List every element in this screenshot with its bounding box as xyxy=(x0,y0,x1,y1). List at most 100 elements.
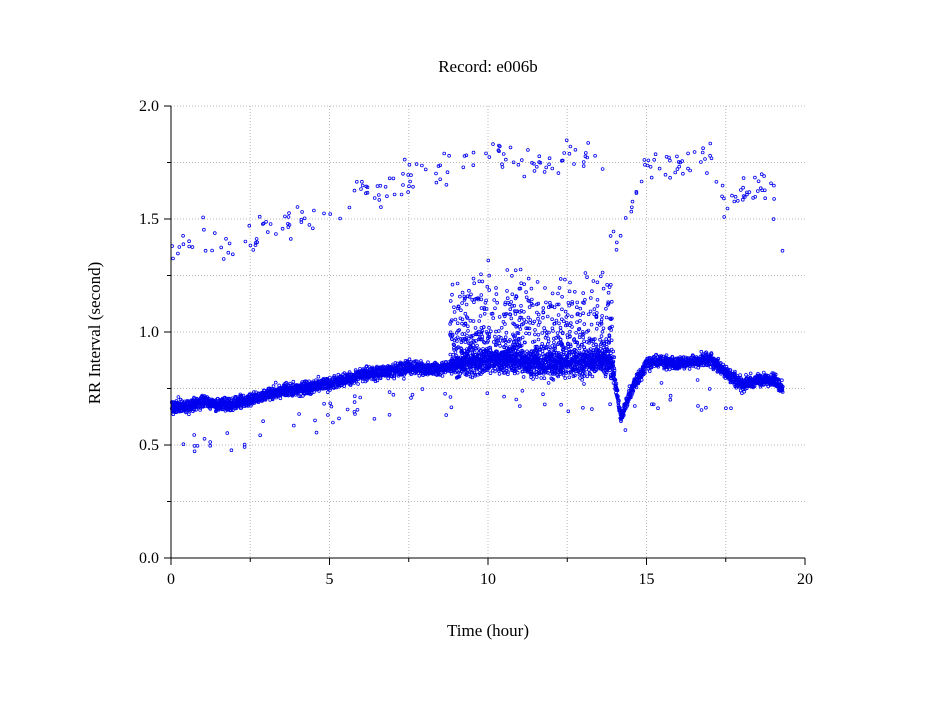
data-point xyxy=(605,316,608,319)
data-point xyxy=(492,317,495,320)
data-point xyxy=(518,319,521,322)
data-point xyxy=(498,373,501,376)
data-point xyxy=(478,320,481,323)
data-point xyxy=(610,352,613,355)
data-point xyxy=(601,271,604,274)
data-point xyxy=(571,315,574,318)
data-point xyxy=(561,295,564,298)
data-point xyxy=(536,281,539,284)
data-point xyxy=(495,293,498,296)
data-point xyxy=(523,319,526,322)
data-point xyxy=(188,413,191,416)
data-point xyxy=(493,299,496,302)
data-point xyxy=(542,316,545,319)
data-point xyxy=(559,278,562,281)
data-point xyxy=(564,278,567,281)
data-point xyxy=(590,323,593,326)
data-point xyxy=(579,314,582,317)
data-point xyxy=(582,292,585,295)
data-point xyxy=(569,281,572,284)
data-point xyxy=(583,323,586,326)
data-point xyxy=(610,300,613,303)
data-point xyxy=(547,382,550,385)
data-point xyxy=(535,376,538,379)
data-point xyxy=(514,269,517,272)
data-point xyxy=(545,301,548,304)
data-point xyxy=(536,311,539,314)
data-point xyxy=(532,378,535,381)
data-point xyxy=(472,277,475,280)
data-point xyxy=(474,327,477,330)
data-point xyxy=(326,391,329,394)
data-point xyxy=(489,372,492,375)
data-point xyxy=(587,313,590,316)
data-point xyxy=(596,305,599,308)
data-point xyxy=(589,297,592,300)
data-point xyxy=(592,280,595,283)
data-point xyxy=(557,292,560,295)
data-point xyxy=(562,374,565,377)
data-point xyxy=(460,309,463,312)
data-point xyxy=(177,396,180,399)
data-point xyxy=(540,377,543,380)
data-point xyxy=(543,377,546,380)
data-point xyxy=(480,294,483,297)
data-point xyxy=(522,376,525,379)
data-point xyxy=(579,307,582,310)
data-point xyxy=(292,380,295,383)
data-point xyxy=(525,291,528,294)
data-point xyxy=(488,326,491,329)
data-point xyxy=(520,282,523,285)
data-point xyxy=(453,311,456,314)
data-point xyxy=(568,304,571,307)
data-point xyxy=(584,298,587,301)
data-point xyxy=(568,290,571,293)
data-point xyxy=(525,296,528,299)
data-point xyxy=(461,302,464,305)
data-point xyxy=(472,320,475,323)
data-point xyxy=(559,326,562,329)
data-point xyxy=(456,322,459,325)
data-point xyxy=(601,315,604,318)
data-point xyxy=(600,335,603,338)
data-point xyxy=(553,341,556,344)
data-point xyxy=(602,287,605,290)
data-point xyxy=(595,327,598,330)
data-point xyxy=(558,287,561,290)
data-point xyxy=(466,325,469,328)
data-point xyxy=(418,374,421,377)
data-point xyxy=(454,318,457,321)
data-point xyxy=(582,312,585,315)
data-point xyxy=(567,301,570,304)
data-point xyxy=(504,336,507,339)
data-point xyxy=(530,287,533,290)
data-point xyxy=(586,375,589,378)
data-point xyxy=(579,319,582,322)
data-point xyxy=(599,338,602,341)
data-point xyxy=(700,350,703,353)
data-point xyxy=(564,377,567,380)
data-point xyxy=(583,340,586,343)
data-point xyxy=(541,332,544,335)
data-point xyxy=(361,380,364,383)
data-point xyxy=(506,269,509,272)
data-point xyxy=(537,333,540,336)
data-point xyxy=(466,334,469,337)
data-point xyxy=(591,290,594,293)
data-point xyxy=(494,307,497,310)
data-point xyxy=(528,306,531,309)
data-point xyxy=(502,320,505,323)
data-point xyxy=(449,300,452,303)
data-point xyxy=(476,344,479,347)
data-point xyxy=(688,368,691,371)
data-point xyxy=(453,306,456,309)
data-point xyxy=(489,330,492,333)
data-point xyxy=(534,329,537,332)
data-point xyxy=(478,280,481,283)
data-point xyxy=(541,342,544,345)
data-point xyxy=(739,374,742,377)
data-point xyxy=(449,353,452,356)
data-point xyxy=(534,333,537,336)
data-point xyxy=(274,381,277,384)
